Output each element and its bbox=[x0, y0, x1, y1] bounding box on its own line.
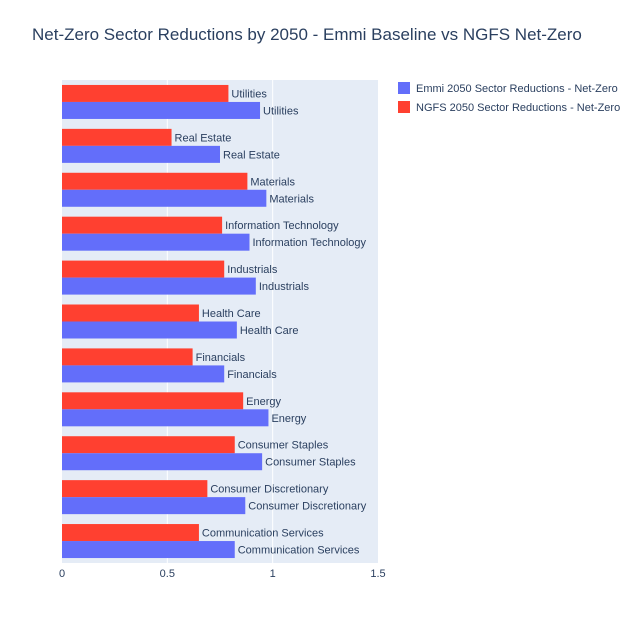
bar bbox=[62, 277, 256, 295]
bar-label: Industrials bbox=[227, 264, 278, 276]
x-tick-label: 1 bbox=[270, 568, 276, 580]
bar-label: Real Estate bbox=[175, 132, 232, 144]
bar-label: Materials bbox=[250, 176, 295, 188]
bar-label: Consumer Discretionary bbox=[210, 484, 328, 496]
bar bbox=[62, 128, 172, 146]
bar-label: Materials bbox=[269, 193, 314, 205]
bar-label: Financials bbox=[196, 352, 246, 364]
bar bbox=[62, 321, 237, 339]
bar-label: Consumer Discretionary bbox=[248, 501, 366, 513]
bar bbox=[62, 480, 208, 498]
x-axis: 0 0.5 1 1.5 bbox=[59, 568, 386, 580]
bar bbox=[62, 145, 220, 163]
bar bbox=[62, 541, 235, 559]
bar bbox=[62, 233, 250, 251]
bar bbox=[62, 436, 235, 454]
bar bbox=[62, 189, 267, 207]
bar bbox=[62, 348, 193, 366]
legend-swatch bbox=[398, 82, 410, 94]
bar-label: Energy bbox=[246, 396, 281, 408]
bar-label: Utilities bbox=[231, 88, 267, 100]
bar bbox=[62, 409, 269, 427]
bar bbox=[62, 260, 225, 278]
legend-swatch bbox=[398, 101, 410, 113]
bar-label: Real Estate bbox=[223, 149, 280, 161]
x-tick-label: 0 bbox=[59, 568, 65, 580]
bar-label: Information Technology bbox=[225, 220, 339, 232]
bar bbox=[62, 84, 229, 102]
bar bbox=[62, 392, 244, 410]
x-tick-label: 0.5 bbox=[160, 568, 175, 580]
legend: Emmi 2050 Sector Reductions - Net-Zero NG… bbox=[398, 82, 620, 114]
bar bbox=[62, 453, 263, 471]
bar-label: Information Technology bbox=[252, 237, 366, 249]
bar bbox=[62, 365, 225, 383]
bar-label: Consumer Staples bbox=[238, 440, 329, 452]
bar bbox=[62, 216, 223, 234]
bar bbox=[62, 304, 199, 322]
bar-label: Health Care bbox=[202, 308, 261, 320]
bars: Utilities Utilities Real Estate Real Estate… bbox=[62, 84, 367, 559]
bar-label: Energy bbox=[271, 413, 306, 425]
chart-title: Net-Zero Sector Reductions by 2050 - Emm… bbox=[32, 25, 582, 44]
bar-label: Financials bbox=[227, 369, 277, 381]
bar-label: Industrials bbox=[259, 281, 310, 293]
bar bbox=[62, 497, 246, 515]
legend-label: NGFS 2050 Sector Reductions - Net-Zero bbox=[416, 102, 620, 114]
x-tick-label: 1.5 bbox=[370, 568, 385, 580]
bar-label: Communication Services bbox=[238, 545, 360, 557]
bar bbox=[62, 101, 261, 119]
bar-label: Health Care bbox=[240, 325, 299, 337]
legend-label: Emmi 2050 Sector Reductions - Net-Zero bbox=[416, 83, 618, 95]
bar bbox=[62, 524, 199, 542]
bar bbox=[62, 172, 248, 190]
bar-label: Utilities bbox=[263, 105, 299, 117]
bar-label: Communication Services bbox=[202, 528, 324, 540]
bar-label: Consumer Staples bbox=[265, 457, 356, 469]
